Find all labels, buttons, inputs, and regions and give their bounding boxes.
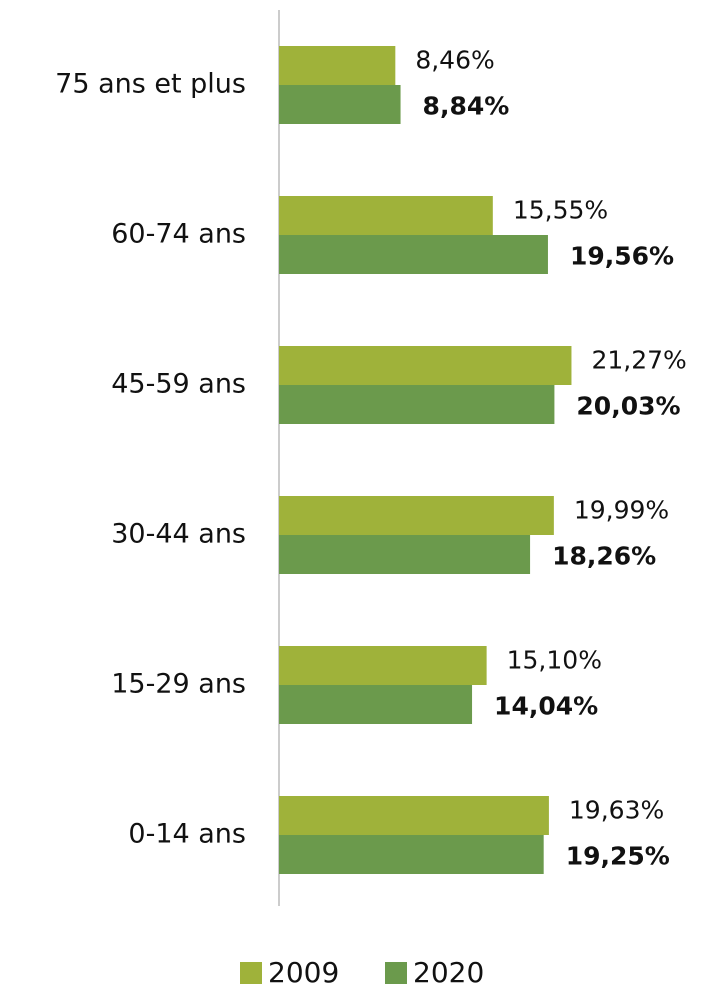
- category-label: 60-74 ans: [111, 219, 246, 250]
- legend-swatch: [240, 962, 262, 984]
- legend-swatch: [385, 962, 407, 984]
- category-label: 30-44 ans: [111, 519, 246, 550]
- bar: [279, 796, 549, 835]
- value-label: 21,27%: [591, 346, 686, 375]
- bar: [279, 496, 554, 535]
- value-label: 8,46%: [415, 46, 494, 75]
- bar: [279, 535, 531, 574]
- bar: [279, 46, 396, 85]
- value-label: 19,56%: [570, 242, 674, 271]
- value-label: 15,10%: [507, 646, 602, 675]
- value-label: 14,04%: [494, 692, 598, 721]
- bar: [279, 346, 572, 385]
- value-label: 18,26%: [552, 542, 656, 571]
- legend-label: 2009: [268, 956, 339, 989]
- category-label: 45-59 ans: [111, 369, 246, 400]
- bar: [279, 685, 473, 724]
- bar: [279, 235, 548, 274]
- category-label: 15-29 ans: [111, 669, 246, 700]
- bar: [279, 85, 401, 124]
- category-label: 0-14 ans: [128, 819, 246, 850]
- bar: [279, 835, 544, 874]
- category-label: 75 ans et plus: [55, 69, 246, 100]
- value-label: 20,03%: [576, 392, 680, 421]
- value-label: 19,25%: [566, 842, 670, 871]
- bar: [279, 196, 493, 235]
- value-label: 8,84%: [423, 92, 510, 121]
- value-label: 19,63%: [569, 796, 664, 825]
- bar: [279, 646, 487, 685]
- bar: [279, 385, 555, 424]
- value-label: 15,55%: [513, 196, 608, 225]
- value-label: 19,99%: [574, 496, 669, 525]
- legend-label: 2020: [413, 956, 484, 989]
